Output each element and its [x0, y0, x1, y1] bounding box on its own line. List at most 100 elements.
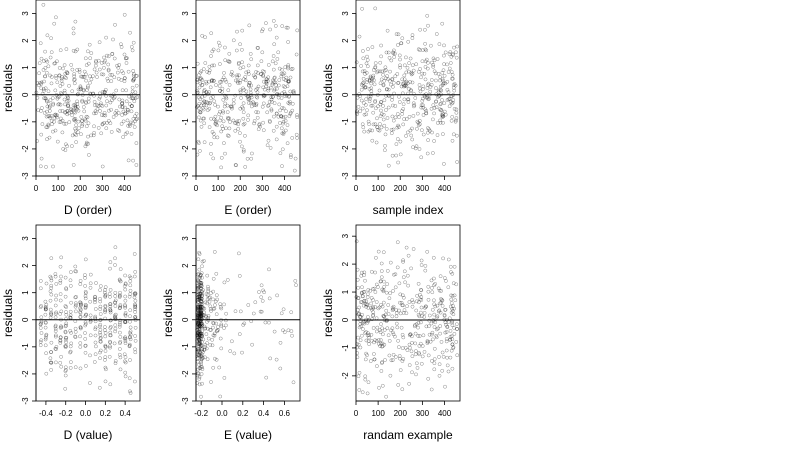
data-point: [198, 341, 203, 346]
data-point: [84, 364, 88, 368]
data-point: [83, 322, 88, 326]
data-point: [442, 109, 447, 114]
data-point: [48, 73, 52, 78]
data-point: [69, 106, 73, 111]
y-tick-label: -3: [21, 172, 30, 180]
y-tick-label: 2: [341, 261, 350, 266]
data-point: [363, 85, 367, 90]
data-point: [439, 108, 443, 113]
data-point: [204, 315, 209, 319]
y-tick-label: 1: [181, 65, 190, 70]
data-point: [196, 305, 201, 309]
data-point: [98, 330, 102, 335]
data-point: [44, 58, 49, 63]
data-point: [67, 111, 71, 115]
data-point: [249, 57, 254, 62]
data-point: [432, 346, 437, 351]
data-point: [198, 110, 203, 115]
data-point: [84, 101, 88, 105]
data-point: [216, 325, 220, 329]
data-point: [250, 342, 254, 347]
data-point: [242, 321, 247, 326]
data-point: [202, 313, 206, 317]
data-point: [449, 118, 454, 123]
data-point: [66, 98, 71, 103]
data-point: [113, 256, 117, 261]
data-point: [372, 357, 377, 362]
data-point: [238, 139, 242, 144]
y-tick-label: 1: [21, 290, 30, 295]
data-point: [377, 342, 381, 346]
data-point: [452, 88, 457, 93]
data-point: [410, 370, 414, 375]
data-point: [416, 300, 421, 305]
data-point: [253, 75, 258, 80]
data-point: [197, 329, 202, 333]
data-point: [284, 25, 289, 30]
data-point: [413, 96, 418, 100]
data-point: [49, 368, 53, 372]
data-point: [53, 329, 58, 333]
data-point: [452, 325, 456, 330]
data-point: [234, 48, 239, 53]
data-point: [373, 305, 378, 309]
data-point: [454, 50, 458, 55]
data-point: [361, 294, 365, 299]
data-point: [236, 62, 241, 66]
data-point: [45, 59, 50, 64]
data-point: [453, 298, 458, 303]
data-point: [133, 314, 138, 319]
data-point: [454, 110, 459, 115]
data-point: [391, 332, 396, 337]
data-point: [210, 78, 214, 83]
data-point: [286, 78, 291, 83]
x-tick-label: 200: [394, 184, 408, 193]
data-point: [440, 368, 445, 373]
data-point: [411, 91, 416, 96]
data-point: [417, 352, 422, 357]
data-point: [426, 130, 430, 135]
data-point: [437, 362, 442, 367]
data-point: [200, 365, 204, 370]
data-point: [198, 70, 203, 75]
data-point: [89, 51, 94, 55]
data-point: [410, 340, 414, 345]
data-point: [52, 116, 57, 121]
data-point: [288, 75, 293, 80]
data-point: [113, 312, 118, 317]
data-point: [365, 108, 369, 113]
data-point: [44, 332, 49, 337]
data-point: [132, 72, 136, 76]
data-point: [44, 351, 48, 356]
data-point: [423, 65, 428, 69]
data-point: [108, 302, 113, 306]
data-point: [434, 333, 439, 338]
data-point: [285, 25, 290, 30]
data-point: [284, 109, 288, 114]
data-point: [359, 273, 364, 278]
data-point: [120, 101, 124, 106]
data-point: [369, 296, 374, 300]
data-point: [133, 307, 137, 312]
data-point: [116, 111, 121, 115]
data-point: [72, 78, 76, 82]
data-point: [195, 88, 199, 93]
data-point: [427, 332, 432, 337]
data-point: [196, 104, 200, 108]
data-point: [386, 312, 391, 316]
data-point: [210, 78, 214, 83]
data-point: [196, 321, 201, 326]
data-point: [198, 296, 203, 301]
data-point: [357, 305, 361, 310]
data-point: [227, 116, 232, 121]
data-point: [221, 126, 225, 131]
data-point: [255, 90, 260, 95]
data-point: [429, 78, 434, 82]
data-point: [432, 276, 436, 281]
data-point: [117, 324, 122, 329]
data-point: [196, 300, 201, 304]
data-point: [84, 303, 88, 308]
data-point: [79, 115, 84, 119]
data-point: [196, 292, 201, 296]
